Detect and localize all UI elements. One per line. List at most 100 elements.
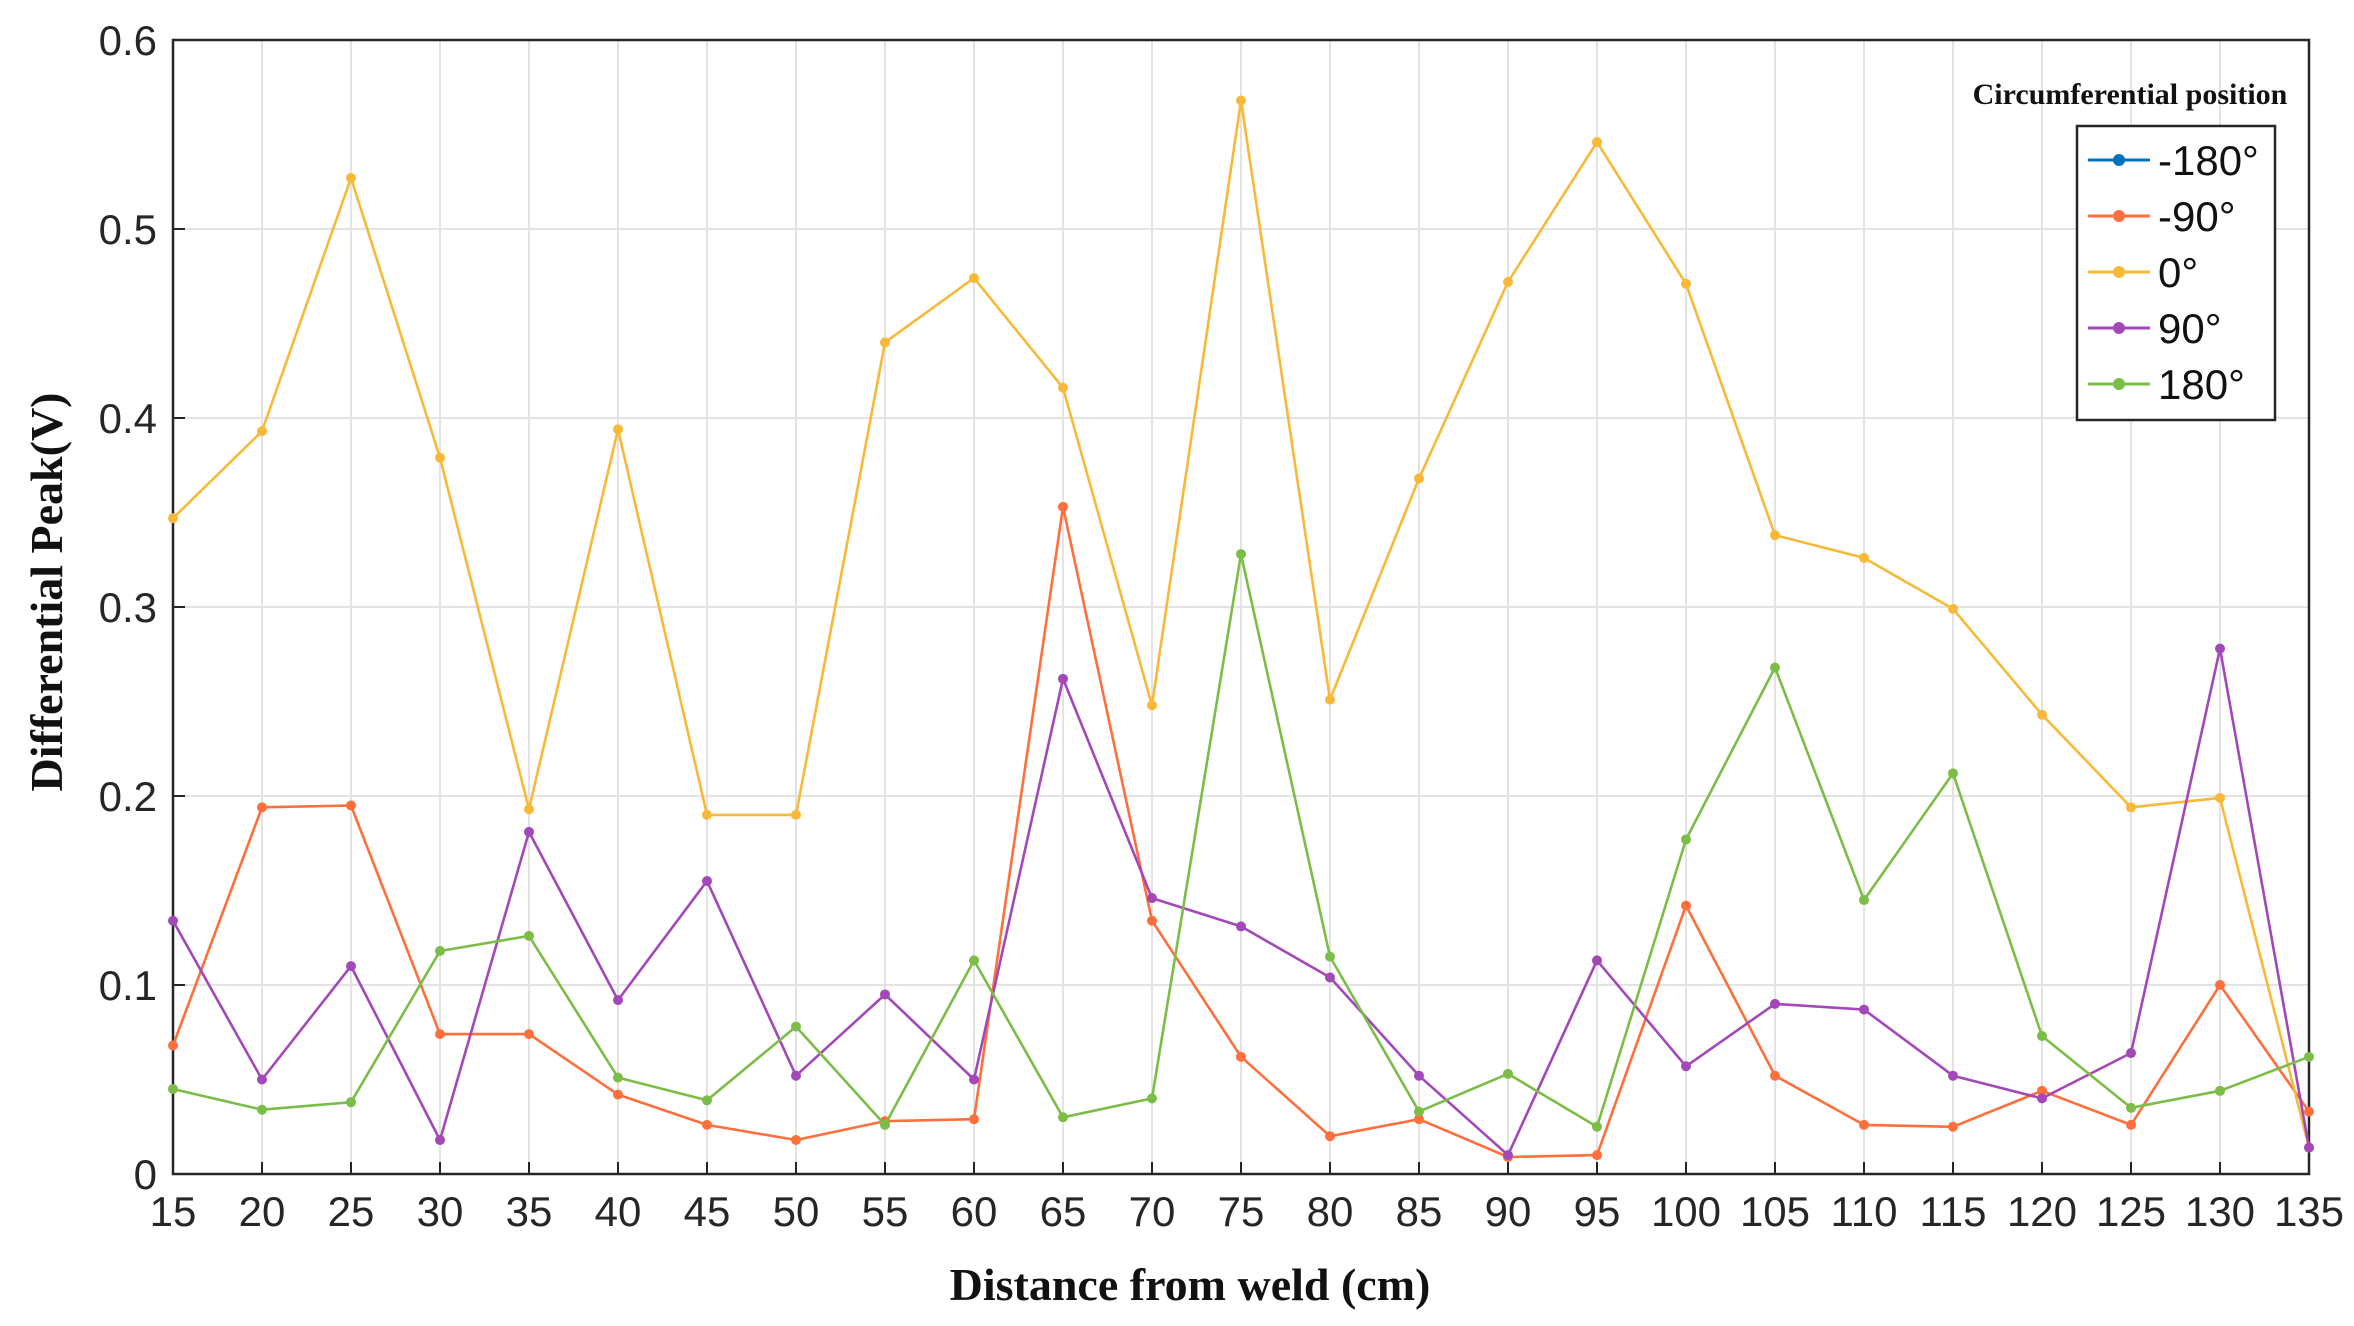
data-point: [1147, 915, 1157, 926]
legend-label: 0°: [2158, 249, 2198, 296]
data-point: [1681, 1061, 1691, 1072]
data-point: [1147, 700, 1157, 711]
y-tick-label: 0.4: [99, 395, 157, 442]
data-point: [1948, 768, 1958, 779]
data-point: [791, 809, 801, 820]
x-axis-ticks: 15 20 25 30 35 40 45 50 55 60 65 70 75 80 85 90 95 100 105…: [150, 1162, 2344, 1235]
data-point: [1325, 694, 1335, 705]
data-point: [2037, 1093, 2047, 1104]
data-point: [168, 1040, 178, 1051]
y-tick-label: 0.1: [99, 962, 157, 1009]
data-point: [1681, 278, 1691, 289]
data-point: [2215, 1085, 2225, 1096]
data-point: [702, 1095, 712, 1106]
data-point: [168, 1083, 178, 1094]
series: [168, 549, 2314, 1132]
data-point: [2037, 1085, 2047, 1096]
data-point: [1236, 921, 1246, 932]
data-point: [2215, 792, 2225, 803]
data-point: [613, 424, 623, 435]
data-point: [1503, 1150, 1513, 1161]
data-point: [1058, 1112, 1068, 1123]
x-tick-label: 55: [862, 1188, 909, 1235]
data-point: [2126, 1102, 2136, 1113]
x-tick-label: 30: [417, 1188, 464, 1235]
y-tick-label: 0.2: [99, 773, 157, 820]
y-tick-label: 0.6: [99, 17, 157, 64]
series-layer: [168, 95, 2314, 1162]
data-point: [1948, 1070, 1958, 1081]
x-tick-label: 90: [1485, 1188, 1532, 1235]
data-point: [1948, 1121, 1958, 1132]
data-point: [1681, 834, 1691, 845]
legend-marker: [2113, 210, 2125, 222]
data-point: [2037, 709, 2047, 720]
data-point: [435, 945, 445, 956]
data-point: [168, 915, 178, 926]
grid: [172, 39, 2310, 1175]
data-point: [613, 995, 623, 1006]
data-point: [435, 452, 445, 463]
data-point: [613, 1072, 623, 1083]
data-point: [1592, 137, 1602, 148]
data-point: [1414, 473, 1424, 484]
y-axis-label: Differential Peak(V): [21, 393, 72, 792]
data-point: [2304, 1106, 2314, 1117]
legend-title: Circumferential position: [1973, 78, 2288, 111]
data-point: [257, 426, 267, 437]
data-point: [2215, 643, 2225, 654]
data-point: [1058, 673, 1068, 684]
data-point: [2126, 1048, 2136, 1059]
data-point: [1236, 549, 1246, 560]
x-tick-label: 50: [773, 1188, 820, 1235]
data-point: [1859, 1004, 1869, 1015]
data-point: [1414, 1106, 1424, 1117]
data-point: [1058, 501, 1068, 512]
data-point: [791, 1134, 801, 1145]
data-point: [2215, 980, 2225, 990]
data-point: [880, 989, 890, 1000]
legend-label: 180°: [2158, 361, 2245, 408]
data-point: [1236, 95, 1246, 106]
legend-marker: [2113, 154, 2125, 166]
x-tick-label: 120: [2007, 1188, 2077, 1235]
legend-marker: [2113, 322, 2125, 334]
legend-marker: [2113, 266, 2125, 278]
data-point: [1236, 1051, 1246, 1062]
data-point: [524, 930, 534, 941]
x-tick-label: 135: [2274, 1188, 2344, 1235]
x-tick-label: 105: [1740, 1188, 1810, 1235]
series: [168, 95, 2314, 1153]
legend-label: -180°: [2158, 137, 2259, 184]
data-point: [969, 1114, 979, 1125]
x-tick-label: 100: [1651, 1188, 1721, 1235]
data-point: [969, 1074, 979, 1085]
data-point: [346, 1097, 356, 1108]
data-point: [1147, 893, 1157, 904]
data-point: [1325, 972, 1335, 983]
data-point: [2126, 1119, 2136, 1130]
y-tick-label: 0: [134, 1151, 157, 1198]
data-point: [435, 1134, 445, 1145]
data-point: [1948, 603, 1958, 614]
x-tick-label: 115: [1920, 1188, 1987, 1235]
data-point: [524, 804, 534, 815]
data-point: [1325, 1131, 1335, 1142]
data-point: [613, 1089, 623, 1100]
data-point: [257, 1104, 267, 1115]
data-point: [1770, 1070, 1780, 1081]
x-axis-label: Distance from weld (cm): [950, 1259, 1431, 1310]
y-axis-ticks: 0 0.1 0.2 0.3 0.4 0.5 0.6: [99, 17, 185, 1198]
data-point: [524, 1029, 534, 1040]
data-point: [702, 809, 712, 820]
data-point: [1147, 1093, 1157, 1104]
data-point: [1592, 1150, 1602, 1161]
x-tick-label: 35: [506, 1188, 553, 1235]
x-tick-label: 15: [150, 1188, 197, 1235]
data-point: [1770, 662, 1780, 673]
legend-label: -90°: [2158, 193, 2236, 240]
data-point: [880, 337, 890, 348]
y-tick-label: 0.3: [99, 584, 157, 631]
data-point: [969, 273, 979, 284]
